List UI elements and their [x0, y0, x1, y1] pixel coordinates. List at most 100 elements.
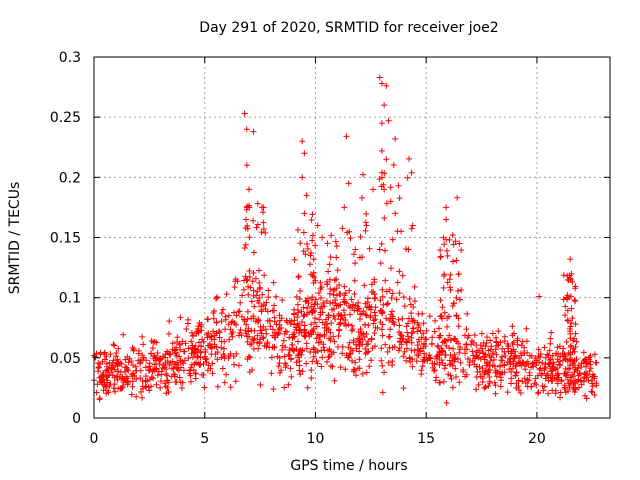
data-point: [441, 309, 448, 316]
y-tick-label: 0.25: [50, 110, 81, 126]
data-point: [436, 361, 443, 368]
data-point: [148, 383, 155, 390]
data-point: [386, 344, 393, 351]
data-point: [448, 357, 455, 364]
data-point: [379, 389, 386, 396]
data-point: [309, 211, 316, 218]
data-point: [323, 327, 330, 334]
data-point: [332, 316, 339, 323]
data-point: [352, 359, 359, 366]
data-point: [336, 321, 343, 328]
data-point: [145, 367, 152, 374]
data-point: [486, 374, 493, 381]
data-point: [153, 365, 160, 372]
data-point: [219, 365, 226, 372]
data-point: [535, 346, 542, 353]
data-point: [104, 387, 111, 394]
data-point: [280, 337, 287, 344]
data-point: [326, 261, 333, 268]
data-point: [476, 363, 483, 370]
data-point: [548, 377, 555, 384]
data-point: [387, 198, 394, 205]
data-point: [197, 354, 204, 361]
data-point: [569, 279, 576, 286]
data-point: [336, 327, 343, 334]
data-point: [310, 308, 317, 315]
data-point: [584, 371, 591, 378]
data-point: [333, 243, 340, 250]
data-point: [387, 184, 394, 191]
data-point: [403, 357, 410, 364]
data-point: [189, 344, 196, 351]
data-point: [260, 209, 266, 216]
data-point: [552, 366, 559, 373]
data-point: [525, 377, 532, 384]
data-point: [504, 359, 511, 366]
data-point: [399, 336, 406, 343]
data-point: [213, 319, 220, 326]
data-point: [225, 312, 232, 319]
data-point: [290, 347, 297, 354]
data-point: [417, 345, 424, 352]
data-point: [313, 323, 320, 330]
data-point: [485, 382, 492, 389]
data-point: [330, 312, 337, 319]
data-point: [355, 338, 362, 345]
data-point: [181, 348, 188, 355]
data-point: [434, 352, 441, 359]
data-point: [501, 362, 508, 369]
data-point: [456, 349, 463, 356]
data-point: [585, 356, 592, 363]
data-point: [327, 285, 334, 292]
data-point: [222, 316, 229, 323]
data-point: [378, 345, 385, 352]
data-point: [450, 300, 457, 307]
data-point: [201, 353, 208, 360]
data-point: [333, 254, 340, 261]
data-point: [450, 345, 457, 352]
data-point: [325, 314, 332, 321]
data-point: [149, 345, 156, 352]
data-point: [541, 344, 548, 351]
data-point: [263, 343, 270, 350]
data-point: [562, 365, 569, 372]
data-point: [140, 341, 147, 348]
data-point: [393, 296, 400, 303]
data-point: [582, 356, 589, 363]
data-point: [365, 322, 372, 329]
data-point: [258, 306, 265, 313]
data-point: [415, 352, 422, 359]
data-point: [394, 279, 401, 286]
data-point: [512, 372, 519, 379]
data-point: [567, 328, 574, 335]
data-point: [378, 310, 385, 317]
data-point: [577, 371, 584, 378]
data-point: [254, 200, 261, 207]
data-point: [101, 349, 108, 356]
data-point: [288, 318, 295, 325]
data-point: [253, 224, 260, 231]
data-point: [573, 338, 580, 345]
data-point: [501, 338, 508, 345]
data-point: [265, 294, 272, 301]
data-point: [367, 314, 374, 321]
data-point: [271, 307, 278, 314]
data-point: [301, 210, 308, 217]
x-axis-label: GPS time / hours: [290, 458, 407, 474]
data-point: [109, 372, 116, 379]
data-point: [214, 356, 221, 363]
data-point: [249, 336, 256, 343]
data-point: [295, 274, 302, 281]
data-point: [265, 287, 272, 294]
data-point: [360, 171, 367, 178]
data-point: [449, 302, 456, 309]
data-point: [498, 357, 505, 364]
data-point: [510, 339, 517, 346]
data-point: [107, 351, 114, 358]
data-point: [346, 350, 353, 357]
data-point: [244, 356, 251, 363]
data-point: [559, 357, 566, 364]
data-point: [460, 367, 467, 374]
data-point: [306, 261, 313, 268]
